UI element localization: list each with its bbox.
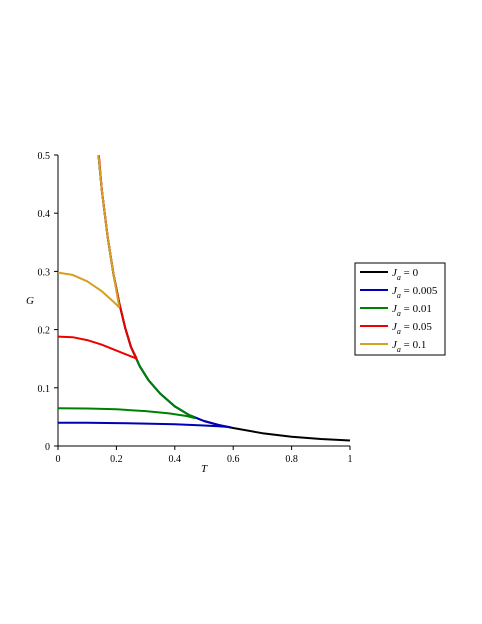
y-tick-label: 0.4 bbox=[38, 209, 51, 220]
x-tick-label: 0 bbox=[56, 454, 61, 465]
series-line-2 bbox=[58, 407, 196, 420]
x-axis-label: T bbox=[201, 463, 208, 475]
x-tick-label: 0.2 bbox=[110, 454, 123, 465]
curves bbox=[58, 155, 351, 442]
legend-variable: J bbox=[392, 267, 398, 279]
x-tick-label: 0.4 bbox=[169, 454, 182, 465]
y-tick-label: 0.2 bbox=[38, 326, 51, 337]
series-line-ja-0 bbox=[97, 155, 351, 442]
y-tick-label: 0.3 bbox=[38, 267, 51, 278]
series-branch-overlay bbox=[97, 155, 138, 360]
legend-variable: J bbox=[392, 285, 398, 297]
x-tick-label: 0.8 bbox=[285, 454, 298, 465]
series-branch-overlay bbox=[97, 155, 121, 308]
series-line-branch bbox=[97, 155, 231, 429]
ticks: 0 0.2 0.4 0.6 0.8 1 0 0.1 0.2 0.3 0.4 0.5 bbox=[38, 151, 353, 465]
legend-subscript: a bbox=[397, 327, 401, 336]
legend-subscript: a bbox=[397, 291, 401, 300]
legend-entry-label: Ja = 0.01 bbox=[392, 303, 432, 318]
axes bbox=[57, 155, 350, 447]
series-line-1 bbox=[58, 421, 231, 429]
legend-value: = 0.1 bbox=[401, 339, 426, 351]
series-line-3 bbox=[58, 335, 138, 360]
legend-value: = 0.005 bbox=[401, 285, 438, 297]
y-tick-label: 0.5 bbox=[38, 151, 51, 162]
legend-subscript: a bbox=[397, 309, 401, 318]
legend-value: = 0.01 bbox=[401, 303, 432, 315]
legend-entry-label: Ja = 0 bbox=[392, 267, 419, 282]
x-tick-label: 1 bbox=[348, 454, 353, 465]
x-tick-label: 0.6 bbox=[227, 454, 240, 465]
series-branch-overlay bbox=[112, 274, 196, 419]
y-tick-label: 0.1 bbox=[38, 384, 51, 395]
legend-subscript: a bbox=[397, 345, 401, 354]
legend-entry-label: Ja = 0.005 bbox=[392, 285, 438, 300]
legend-variable: J bbox=[392, 321, 398, 333]
series-line-4 bbox=[58, 271, 121, 309]
legend-entry-label: Ja = 0.1 bbox=[392, 339, 426, 354]
legend-subscript: a bbox=[397, 273, 401, 282]
legend-entry-label: Ja = 0.05 bbox=[392, 321, 432, 336]
y-tick-label: 0 bbox=[45, 442, 50, 453]
legend-variable: J bbox=[392, 303, 398, 315]
legend-variable: J bbox=[392, 339, 398, 351]
legend-value: = 0 bbox=[401, 267, 419, 279]
legend-value: = 0.05 bbox=[401, 321, 432, 333]
y-axis-label: G bbox=[26, 295, 34, 307]
